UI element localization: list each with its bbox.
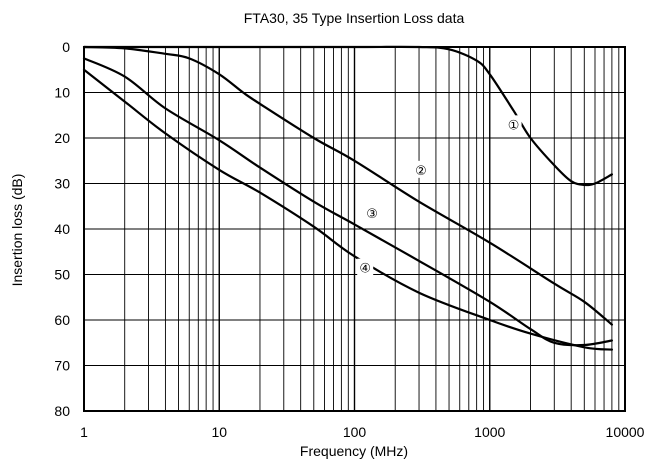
curve-label-bg xyxy=(412,160,429,178)
y-tick-label: 40 xyxy=(54,221,70,237)
x-tick-label: 10 xyxy=(211,424,227,440)
x-tick-label: 1 xyxy=(80,424,88,440)
curve-label-2: ② xyxy=(415,164,427,179)
curve-label-bg xyxy=(505,115,522,133)
y-tick-label: 0 xyxy=(62,39,70,55)
chart-title: FTA30, 35 Type Insertion Loss data xyxy=(244,10,465,26)
curve-label-1: ① xyxy=(508,118,520,133)
x-tick-label: 100 xyxy=(343,424,367,440)
tick-labels: 1 10 100 1000 10000 0 10 20 30 40 50 60 70 80 xyxy=(54,39,644,440)
y-tick-label: 50 xyxy=(54,267,70,283)
x-tick-label: 10000 xyxy=(606,424,645,440)
grid xyxy=(84,47,625,411)
y-axis-label: Insertion loss (dB) xyxy=(9,174,25,287)
series-line-4 xyxy=(82,68,613,351)
series-line-2 xyxy=(82,45,613,326)
plot-frame xyxy=(83,46,626,412)
x-axis-label: Frequency (MHz) xyxy=(300,443,408,459)
y-tick-label: 20 xyxy=(54,130,70,146)
y-tick-label: 80 xyxy=(54,403,70,419)
curve-label-bg xyxy=(357,258,374,276)
x-tick-label: 1000 xyxy=(474,424,505,440)
curve-labels: ① ② ③ ④ xyxy=(357,115,522,277)
y-tick-label: 70 xyxy=(54,358,70,374)
y-tick-label: 30 xyxy=(54,176,70,192)
curve-label-bg xyxy=(364,204,381,222)
y-tick-label: 60 xyxy=(54,312,70,328)
curve-label-4: ④ xyxy=(359,262,371,277)
y-tick-label: 10 xyxy=(54,85,70,101)
curve-label-3: ③ xyxy=(366,207,378,222)
series-line-3 xyxy=(82,57,613,347)
